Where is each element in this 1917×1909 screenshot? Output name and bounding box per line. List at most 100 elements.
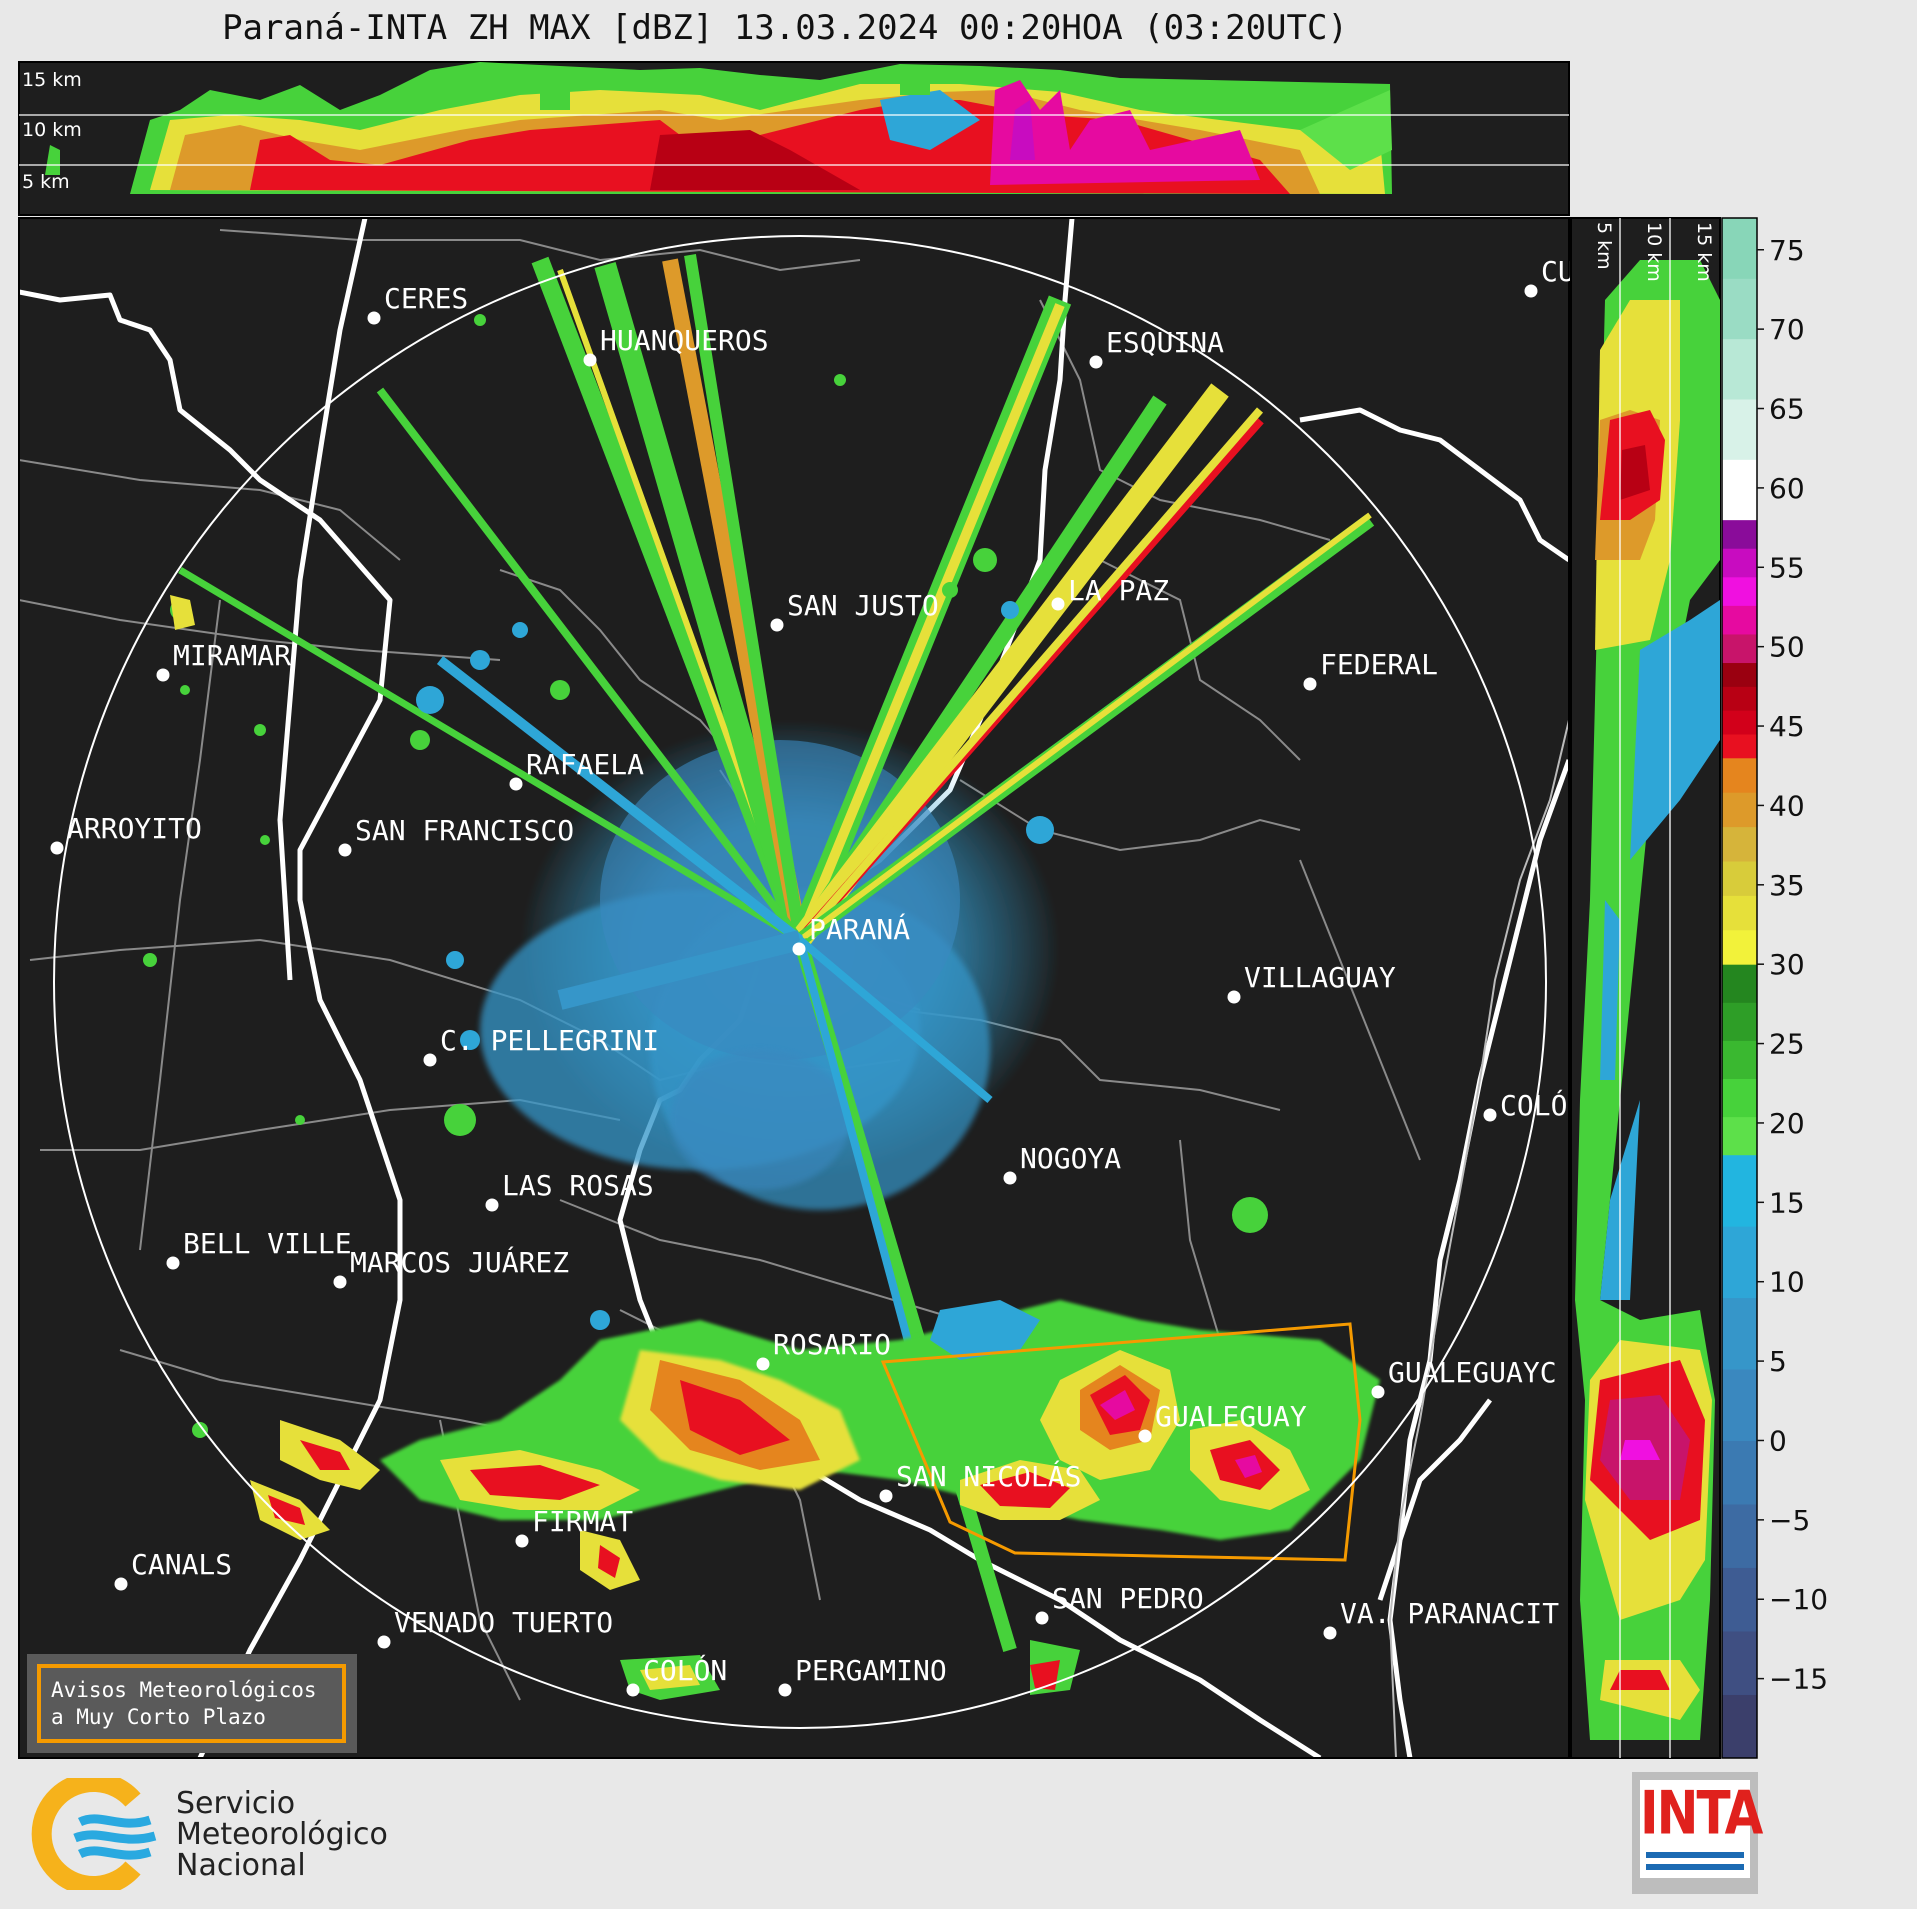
city-esquina: ESQUINA: [1089, 326, 1224, 369]
city-miramar: MIRAMAR: [156, 639, 291, 682]
colorbar-tick-label: 0: [1769, 1424, 1787, 1457]
colorbar-band-3-3: [1722, 826, 1757, 862]
city-rafaela: RAFAELA: [509, 748, 644, 791]
city-gualeguayc: GUALEGUAYC: [1371, 1356, 1557, 1399]
colorbar-tick-label: −10: [1769, 1583, 1828, 1616]
colorbar-band-4-1: [1722, 710, 1757, 735]
colorbar-band-4-2: [1722, 686, 1757, 711]
city-pergamino: PERGAMINO: [778, 1654, 947, 1697]
colorbar-band-0-3: [1722, 1503, 1757, 1568]
radar-echoes: [143, 254, 1380, 1700]
svg-text:RAFAELA: RAFAELA: [526, 748, 644, 781]
colorbar-band-3-5: [1722, 757, 1757, 793]
svg-text:BELL VILLE: BELL VILLE: [183, 1227, 352, 1260]
colorbar-band-2-2: [1722, 1040, 1757, 1079]
svg-text:PARANÁ: PARANÁ: [809, 912, 910, 946]
colorbar-tick-label: 30: [1769, 948, 1805, 981]
svg-text:ESQUINA: ESQUINA: [1106, 326, 1224, 359]
city-venado-tuerto: VENADO TUERTO: [377, 1606, 613, 1649]
city-san-francisco: SAN FRANCISCO: [338, 814, 574, 857]
city-gualeguay: GUALEGUAY: [1138, 1400, 1307, 1443]
top-alt-label-10: 10 km: [22, 119, 82, 141]
svg-text:COLÓN: COLÓN: [643, 1653, 727, 1687]
colorbar-tick-label: 5: [1769, 1345, 1787, 1378]
colorbar-band-3-0: [1722, 929, 1757, 965]
city-ceres: CERES: [367, 282, 468, 325]
colorbar-tick-label: −15: [1769, 1663, 1828, 1696]
city-canals: CANALS: [114, 1548, 232, 1591]
colorbar-band-2-4: [1722, 964, 1757, 1003]
colorbar-tick-label: 65: [1769, 393, 1805, 426]
city-va-paranacit: VA. PARANACIT: [1323, 1597, 1559, 1640]
right-alt-label-10: 10 km: [1643, 222, 1665, 282]
city-bell-ville: BELL VILLE: [166, 1227, 352, 1270]
svg-text:PERGAMINO: PERGAMINO: [795, 1654, 947, 1687]
colorbar-band-0-4: [1722, 1440, 1757, 1505]
city-rosario: ROSARIO: [756, 1328, 891, 1371]
smn-logo-icon: [31, 1778, 157, 1890]
svg-text:VILLAGUAY: VILLAGUAY: [1244, 961, 1396, 994]
colorbar-band-5-4: [1722, 519, 1757, 549]
colorbar-band-2-1: [1722, 1078, 1757, 1118]
svg-text:GUALEGUAYC: GUALEGUAYC: [1388, 1356, 1557, 1389]
southern-storm-band: [170, 595, 1380, 1700]
colorbar-tick-label: 10: [1769, 1266, 1805, 1299]
city-san-justo: SAN JUSTO: [770, 589, 939, 632]
city-federal: FEDERAL: [1303, 648, 1438, 691]
svg-text:C. PELLEGRINI: C. PELLEGRINI: [440, 1024, 659, 1057]
colorbar-band-6-4: [1722, 218, 1757, 279]
colorbar-band-2-0: [1722, 1116, 1757, 1156]
colorbar-tick-label: 25: [1769, 1028, 1805, 1061]
svg-text:ARROYITO: ARROYITO: [67, 812, 202, 845]
colorbar-band-5-2: [1722, 576, 1757, 606]
colorbar-band-0-2: [1722, 1567, 1757, 1632]
colorbar-band-0-0: [1722, 1694, 1757, 1759]
svg-text:ROSARIO: ROSARIO: [773, 1328, 891, 1361]
warning-legend-line1: Avisos Meteorológicos: [51, 1678, 317, 1702]
colorbar-band-6-2: [1722, 338, 1757, 400]
city-las-rosas: LAS ROSAS: [485, 1169, 654, 1212]
svg-text:HUANQUEROS: HUANQUEROS: [600, 324, 769, 357]
colorbar-band-2-3: [1722, 1002, 1757, 1041]
colorbar-tick-label: 50: [1769, 631, 1805, 664]
city-parana: PARANÁ: [792, 912, 910, 956]
city-huanqueros: HUANQUEROS: [583, 324, 769, 367]
colorbar-band-0-1: [1722, 1630, 1757, 1695]
colorbar-band-1-2: [1722, 1226, 1757, 1299]
top-alt-label-15: 15 km: [22, 69, 82, 91]
svg-text:MARCOS JUÁREZ: MARCOS JUÁREZ: [350, 1245, 569, 1279]
svg-text:SAN FRANCISCO: SAN FRANCISCO: [355, 814, 574, 847]
map-title: Paraná-INTA ZH MAX [dBZ] 13.03.2024 00:2…: [222, 8, 1348, 48]
inta-logo-word: INTA: [1640, 1778, 1763, 1848]
svg-text:CANALS: CANALS: [131, 1548, 232, 1581]
colorbar-band-1-3: [1722, 1154, 1757, 1227]
warning-legend-line2: a Muy Corto Plazo: [51, 1705, 266, 1729]
city-colon: COLÓN: [626, 1653, 727, 1697]
right-alt-label-5: 5 km: [1593, 222, 1615, 270]
colorbar-tick-label: 70: [1769, 313, 1805, 346]
colorbar-band-4-0: [1722, 733, 1757, 759]
colorbar-band-3-2: [1722, 860, 1757, 896]
svg-text:SAN NICOLÁS: SAN NICOLÁS: [896, 1459, 1081, 1493]
inta-logo-stripe-2: [1646, 1864, 1744, 1870]
city-cu: CU: [1524, 255, 1575, 298]
colorbar-band-1-0: [1722, 1369, 1757, 1441]
colorbar-tick-label: 15: [1769, 1186, 1805, 1219]
colorbar-band-6-1: [1722, 398, 1757, 460]
range-ring: [53, 235, 1547, 1729]
city-la-paz: LA PAZ: [1051, 574, 1169, 611]
inta-logo-stripe-1: [1646, 1852, 1744, 1858]
warning-legend-box: Avisos Meteorológicos a Muy Corto Plazo: [27, 1654, 357, 1753]
svg-text:CERES: CERES: [384, 282, 468, 315]
colorbar-band-5-3: [1722, 548, 1757, 578]
colorbar-tick-label: 75: [1769, 234, 1805, 267]
svg-text:COLÓ: COLÓ: [1500, 1088, 1567, 1122]
colorbar-band-1-1: [1722, 1297, 1757, 1370]
city-arroyito: ARROYITO: [50, 812, 202, 855]
city-nogoya: NOGOYA: [1003, 1142, 1121, 1185]
svg-text:MIRAMAR: MIRAMAR: [173, 639, 291, 672]
svg-text:VA. PARANACIT: VA. PARANACIT: [1340, 1597, 1559, 1630]
right-alt-label-15: 15 km: [1693, 222, 1715, 282]
top-alt-label-5: 5 km: [22, 171, 70, 193]
